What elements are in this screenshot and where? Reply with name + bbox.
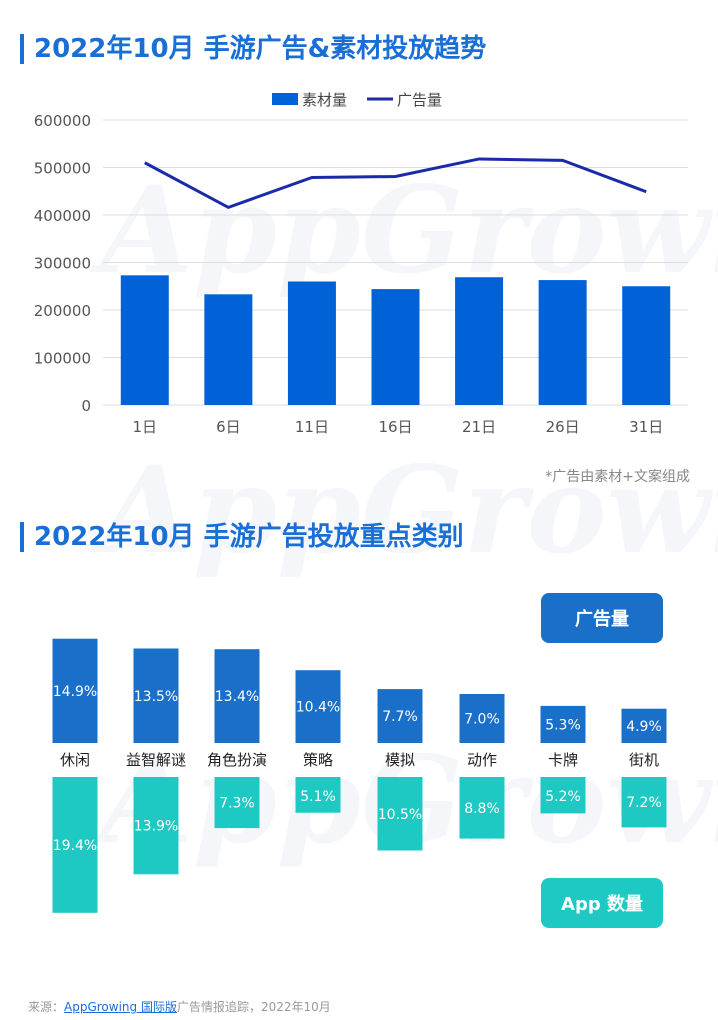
ad-bar-角色扮演 bbox=[214, 649, 260, 743]
x-tick-label: 31日 bbox=[629, 418, 663, 436]
chart1-title: 2022年10月 手游广告&素材投放趋势 bbox=[20, 34, 486, 64]
ad-bar-模拟 bbox=[377, 689, 423, 743]
footer-source: 来源：AppGrowing 国际版广告情报追踪，2022年10月 bbox=[28, 998, 331, 1015]
watermark: AppGrowing bbox=[100, 160, 718, 301]
footer-link[interactable]: AppGrowing 国际版 bbox=[64, 1000, 177, 1014]
ad-value-label: 14.9% bbox=[53, 684, 97, 700]
bar-11日 bbox=[287, 281, 336, 405]
category-label: 休闲 bbox=[60, 751, 90, 769]
y-tick-label: 600000 bbox=[34, 112, 91, 130]
bar-21日 bbox=[455, 277, 504, 405]
line-广告量 bbox=[144, 157, 647, 210]
app-value-label: 10.5% bbox=[378, 807, 422, 823]
y-tick-label: 100000 bbox=[34, 350, 91, 368]
ad-value-label: 10.4% bbox=[296, 700, 340, 716]
app-value-label: 7.3% bbox=[219, 796, 255, 812]
ad-bar-策略 bbox=[295, 670, 341, 743]
category-label: 角色扮演 bbox=[207, 751, 267, 769]
app-value-label: 8.8% bbox=[464, 801, 500, 817]
ad-value-label: 13.5% bbox=[134, 689, 178, 705]
app-bar-动作 bbox=[459, 777, 505, 839]
ad-bar-动作 bbox=[459, 694, 505, 743]
legend-bar-swatch bbox=[272, 93, 298, 105]
x-tick-label: 21日 bbox=[462, 418, 496, 436]
app-bar-休闲 bbox=[52, 777, 98, 913]
legend-app-badge: App 数量 bbox=[541, 878, 663, 928]
app-value-label: 13.9% bbox=[134, 819, 178, 835]
ad-bar-卡牌 bbox=[540, 705, 586, 743]
bar-1日 bbox=[120, 275, 169, 405]
app-bar-卡牌 bbox=[540, 777, 586, 814]
category-label: 动作 bbox=[467, 751, 497, 769]
app-bar-角色扮演 bbox=[214, 777, 260, 829]
ad-value-label: 7.0% bbox=[464, 712, 500, 728]
x-tick-label: 16日 bbox=[378, 418, 412, 436]
y-tick-label: 400000 bbox=[34, 207, 91, 225]
ad-bar-益智解谜 bbox=[133, 648, 179, 743]
app-value-label: 7.2% bbox=[626, 795, 662, 811]
trend-chart: 0 100000 200000 300000 400000 500000 600000 1日 6… bbox=[34, 91, 688, 436]
ad-value-label: 4.9% bbox=[626, 719, 662, 735]
bar-26日 bbox=[538, 280, 587, 405]
category-chart: 14.9% 休闲 19.4% 13.5% 益智解谜 13.9% 13.4% 角色扮演 7.3% 1… bbox=[52, 638, 667, 913]
y-tick-label: 300000 bbox=[34, 255, 91, 273]
legend-ad-badge: 广告量 bbox=[541, 593, 663, 643]
x-tick-label: 6日 bbox=[216, 418, 241, 436]
chart2-title: 2022年10月 手游广告投放重点类别 bbox=[20, 522, 464, 552]
x-tick-label: 11日 bbox=[295, 418, 329, 436]
app-value-label: 19.4% bbox=[53, 838, 97, 854]
bar-31日 bbox=[622, 286, 671, 405]
ad-value-label: 5.3% bbox=[545, 717, 581, 733]
category-label: 策略 bbox=[303, 751, 333, 769]
ad-bar-街机 bbox=[621, 708, 667, 743]
footer-prefix: 来源： bbox=[28, 1000, 65, 1014]
ad-bar-休闲 bbox=[52, 638, 98, 743]
y-tick-label: 500000 bbox=[34, 160, 91, 178]
category-label: 街机 bbox=[629, 751, 659, 769]
watermark: AppGrowing bbox=[100, 440, 718, 581]
legend-bar-label: 素材量 bbox=[302, 91, 347, 109]
bar-6日 bbox=[204, 294, 253, 405]
app-value-label: 5.1% bbox=[300, 789, 336, 805]
x-tick-label: 1日 bbox=[133, 418, 158, 436]
ad-value-label: 7.7% bbox=[382, 709, 418, 725]
category-label: 益智解谜 bbox=[126, 751, 186, 769]
footer-suffix: 广告情报追踪，2022年10月 bbox=[176, 1000, 331, 1014]
x-tick-label: 26日 bbox=[546, 418, 580, 436]
app-value-label: 5.2% bbox=[545, 789, 581, 805]
y-tick-label: 0 bbox=[81, 397, 91, 415]
chart-note: *广告由素材+文案组成 bbox=[545, 469, 690, 485]
ad-value-label: 13.4% bbox=[215, 689, 259, 705]
app-bar-模拟 bbox=[377, 777, 423, 851]
y-tick-label: 200000 bbox=[34, 302, 91, 320]
app-bar-策略 bbox=[295, 777, 341, 813]
app-bar-益智解谜 bbox=[133, 777, 179, 875]
legend-line-label: 广告量 bbox=[397, 91, 442, 109]
app-bar-街机 bbox=[621, 777, 667, 828]
category-label: 卡牌 bbox=[548, 751, 578, 769]
bar-16日 bbox=[371, 289, 420, 405]
category-label: 模拟 bbox=[385, 751, 415, 769]
